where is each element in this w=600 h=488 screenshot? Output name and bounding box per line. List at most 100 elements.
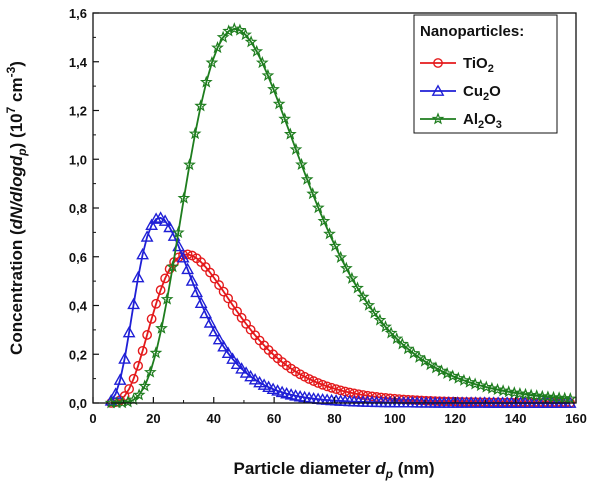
data-point [502,385,516,398]
data-point [235,362,249,374]
data-point [323,227,336,240]
y-tick-label: 0,0 [69,396,87,411]
data-point [166,260,180,273]
data-point [390,332,404,345]
data-point [160,273,171,284]
series-line [110,253,571,404]
legend-marker [433,58,443,68]
ticks-layer: 0 20 40 60 80 100 120 140 160 0,0 0,2 0,4 0,6 0,8 1,0 1… [69,6,587,426]
data-point [300,172,314,185]
data-point [205,55,219,69]
y-tick-label: 0,2 [69,347,87,362]
data-point [261,68,275,81]
data-point [188,127,202,140]
data-point [122,325,136,338]
data-point [334,250,348,263]
data-point [124,384,135,394]
data-point [211,41,224,54]
data-point [227,22,241,35]
data-point [351,281,364,294]
data-point [146,314,157,324]
y-tick-label: 1,0 [69,152,87,167]
data-point [289,142,303,155]
data-point [379,320,392,333]
data-point [232,306,243,317]
data-point [373,313,387,326]
data-point [244,35,258,48]
data-point [177,191,191,204]
data-point [203,316,217,328]
x-axis-title: Particle diameter dp (nm) [233,459,434,481]
data-point [199,75,213,88]
legend-title: Nanoparticles: [420,23,524,40]
data-point [326,382,337,393]
data-point [171,225,185,239]
data-point [563,392,577,405]
y-tick-label: 1,4 [69,55,88,70]
data-point [109,387,123,399]
data-point [227,300,238,310]
data-point [143,365,157,378]
data-point [401,342,415,355]
data-point [131,270,145,283]
y-tick-label: 1,2 [69,104,87,119]
data-point [255,56,269,69]
data-point [230,357,244,370]
legend: Nanoparticles: TiO2 Cu2O Al2O3 [413,14,558,134]
data-point [435,364,448,377]
data-point [250,44,264,57]
y-axis-title: Concentration (dN/dlogdp) (107 cm-3) [4,61,29,355]
data-point [311,201,325,214]
data-point [304,374,315,384]
data-point [223,293,234,304]
data-point [317,214,331,227]
x-tick-label: 60 [267,411,281,426]
x-tick-label: 120 [444,411,466,426]
data-point [519,387,532,400]
data-point [199,306,213,319]
data-point [149,346,163,359]
data-point [194,296,208,309]
data-point [513,386,527,400]
data-point [214,280,225,290]
data-point [137,345,148,356]
x-tick-label: 0 [89,411,96,426]
data-point [190,285,204,298]
series-layer [104,22,577,409]
x-tick-label: 100 [384,411,406,426]
data-point [331,384,342,395]
data-point [362,298,376,311]
data-point [154,211,168,223]
data-point [317,379,328,390]
data-point [353,389,364,400]
data-point [113,373,127,385]
data-point [308,376,319,386]
legend-marker [431,112,445,125]
data-point [306,187,320,200]
data-point [218,286,229,297]
data-point [491,383,504,396]
data-point [384,326,398,339]
data-point [183,158,196,171]
data-point [181,262,195,275]
data-point [212,332,226,345]
data-point [233,23,247,36]
legend-marker [431,84,445,96]
data-point [158,214,172,226]
data-point [395,337,409,350]
data-point [176,250,190,263]
data-point [155,285,166,295]
data-point [423,358,437,371]
y-tick-label: 0,6 [69,250,87,265]
data-point [248,373,262,385]
y-tick-label: 0,8 [69,201,87,216]
data-point [239,28,252,41]
legend-entries: TiO2 Cu2O Al2O3 [420,55,502,131]
data-point [133,360,144,371]
data-point [115,396,129,409]
data-point [155,321,168,334]
data-point [429,361,443,374]
y-tick-label: 0,4 [69,299,88,314]
data-point [138,379,152,392]
